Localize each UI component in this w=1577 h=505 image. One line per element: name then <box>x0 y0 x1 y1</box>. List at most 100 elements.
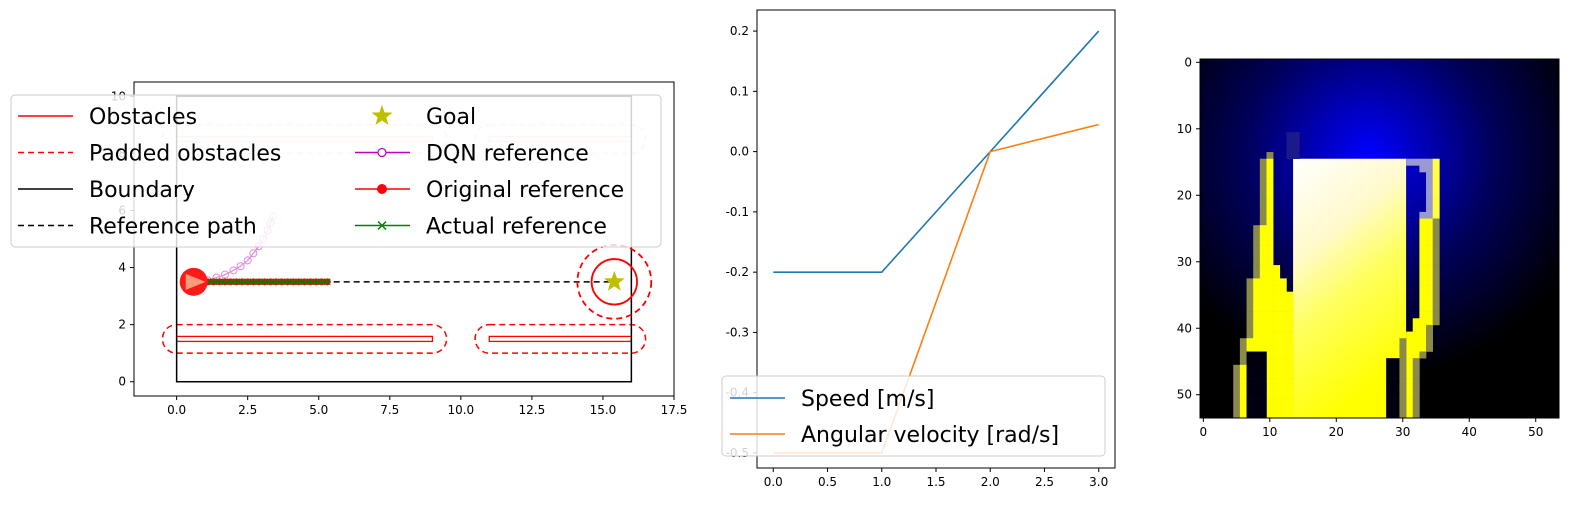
map-legend-label: Original reference <box>426 178 624 203</box>
map-x-tick-label: 12.5 <box>519 403 546 417</box>
heatmap-cell <box>1259 231 1267 239</box>
heatmap-cell <box>1432 172 1440 179</box>
heatmap-cell <box>1253 344 1261 352</box>
actual-reference-point <box>301 278 308 286</box>
heatmap-cell <box>1426 318 1433 326</box>
heatmap-cell <box>1432 278 1440 286</box>
heatmap-cell <box>1426 245 1433 253</box>
heatmap-y-tick-label: 40 <box>1177 321 1192 335</box>
dqn-reference-point <box>243 256 252 265</box>
heatmap-cell <box>1419 331 1427 339</box>
heatmap-cell <box>1419 251 1427 259</box>
heatmap-cell <box>1259 384 1267 392</box>
heatmap-cell <box>1412 358 1420 366</box>
heatmap-cell <box>1266 271 1274 279</box>
heatmap-x-tick-label: 10 <box>1262 425 1277 439</box>
heatmap-cell <box>1412 324 1420 332</box>
velocity-y-tick-label: 0.0 <box>730 145 749 159</box>
heatmap-cell <box>1432 258 1440 266</box>
actual-reference-point <box>318 278 326 286</box>
heatmap-cell <box>1286 378 1294 386</box>
heatmap-cell <box>1426 185 1433 193</box>
heatmap-cell <box>1432 191 1440 199</box>
map-legend-item: Goal <box>371 105 476 130</box>
heatmap-cell <box>1419 158 1427 166</box>
heatmap-cell <box>1279 391 1287 399</box>
actual-reference-point <box>312 278 320 286</box>
heatmap-cell <box>1432 298 1440 306</box>
heatmap-cell <box>1266 178 1274 186</box>
heatmap-y-tick-label: 0 <box>1184 55 1192 69</box>
heatmap-cell <box>1426 178 1433 186</box>
heatmap-cell <box>1426 311 1433 319</box>
heatmap-cell <box>1266 238 1274 246</box>
heatmap-cell <box>1279 358 1287 366</box>
heatmap-cell <box>1279 324 1287 332</box>
heatmap-cell <box>1266 152 1274 160</box>
actual-reference-point <box>272 278 280 286</box>
heatmap-cell <box>1259 364 1267 372</box>
heatmap-cell <box>1419 218 1427 226</box>
heatmap-cell <box>1412 371 1420 379</box>
heatmap-cell <box>1426 218 1433 226</box>
velocity-x-tick-label: 2.5 <box>1035 475 1054 489</box>
heatmap-cell <box>1246 364 1254 372</box>
heatmap-cell <box>1273 331 1281 339</box>
actual-reference-point <box>232 278 240 286</box>
heatmap-cell <box>1426 258 1433 266</box>
heatmap-cell <box>1286 411 1294 419</box>
heatmap-cell <box>1259 172 1267 179</box>
heatmap-cell <box>1286 344 1294 352</box>
padded-obstacle <box>161 323 448 354</box>
heatmap-cell <box>1266 318 1274 326</box>
heatmap-cell <box>1406 384 1414 392</box>
heatmap-cell <box>1406 364 1414 372</box>
heatmap-cell <box>1259 271 1267 279</box>
speed-line <box>773 30 1100 273</box>
heatmap-cell <box>1406 371 1414 379</box>
heatmap-cell <box>1239 404 1247 412</box>
actual-reference-point <box>221 278 229 286</box>
heatmap-cell <box>1406 411 1414 419</box>
heatmap-cell <box>1399 404 1407 412</box>
heatmap-cell <box>1259 291 1267 299</box>
heatmap-cell <box>1432 238 1440 246</box>
heatmap-cell <box>1279 344 1287 352</box>
heatmap-cell <box>1253 265 1261 273</box>
heatmap-cell <box>1266 225 1274 233</box>
heatmap-cell <box>1406 158 1414 166</box>
obstacle <box>488 335 633 343</box>
dqn-reference-point <box>229 266 238 275</box>
actual-reference-point <box>266 278 274 286</box>
heatmap-cell <box>1233 378 1241 386</box>
heatmap-cell <box>1253 404 1261 412</box>
heatmap-cell <box>1266 358 1274 366</box>
dqn-reference-point <box>220 270 229 279</box>
heatmap-cell <box>1253 258 1261 266</box>
heatmap-cell <box>1426 225 1433 233</box>
heatmap-cell <box>1432 304 1440 312</box>
heatmap-cell <box>1266 258 1274 266</box>
heatmap-cell <box>1419 311 1427 319</box>
map-panel: 0.02.55.07.510.012.515.017.5 0246810 Obs… <box>10 81 687 417</box>
actual-reference-point <box>278 278 286 286</box>
heatmap-cell <box>1253 318 1261 326</box>
heatmap-cell <box>1399 351 1407 359</box>
heatmap-cell <box>1266 351 1274 359</box>
heatmap-cell <box>1432 165 1440 173</box>
heatmap-cell <box>1279 304 1287 312</box>
heatmap-x-tick-label: 30 <box>1395 425 1410 439</box>
dqn-reference-point <box>236 262 245 271</box>
heatmap-cell <box>1279 311 1287 319</box>
heatmap-cell <box>1273 404 1281 412</box>
heatmap-cell <box>1266 404 1274 412</box>
heatmap-cell <box>1286 391 1294 399</box>
velocity-x-tick-label: 0.5 <box>818 475 837 489</box>
heatmap-cell <box>1259 338 1267 346</box>
heatmap-y-tick-label: 30 <box>1177 255 1192 269</box>
heatmap-cell <box>1406 378 1414 386</box>
heatmap-cell <box>1246 371 1254 379</box>
heatmap-cell <box>1406 391 1414 399</box>
heatmap-cell <box>1259 411 1267 419</box>
heatmap-cell <box>1253 225 1261 233</box>
